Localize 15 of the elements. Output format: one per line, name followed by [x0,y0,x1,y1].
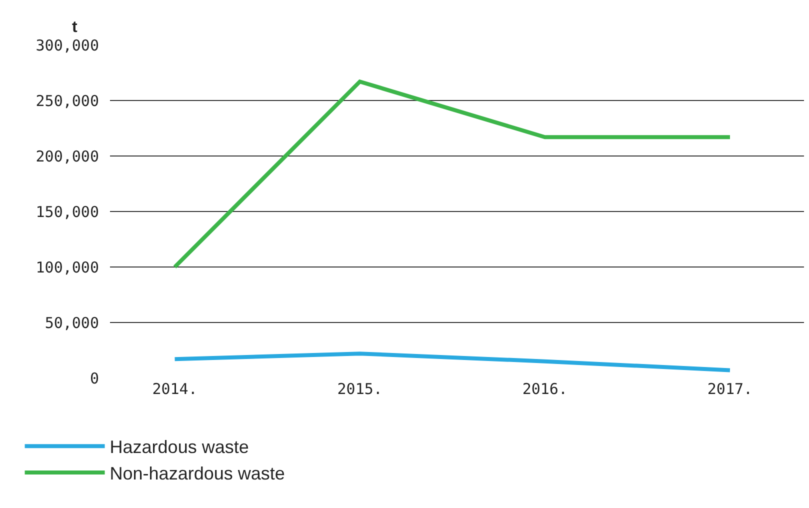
x-tick-label: 2015. [337,380,382,398]
y-tick-label: 0 [90,369,99,388]
y-tick-label: 200,000 [36,147,99,166]
x-tick-label: 2014. [152,380,198,398]
y-tick-label: 100,000 [36,258,99,276]
y-tick-label: 300,000 [36,36,99,54]
y-axis-title: t [72,19,78,36]
legend-label: Hazardous waste [110,437,249,458]
y-tick-label: 250,000 [36,92,99,110]
line-series [172,352,732,372]
x-tick-label: 2017. [707,380,753,398]
y-tick-label: 50,000 [44,314,99,332]
y-tick-label: 150,000 [36,202,99,221]
legend-label: Non-hazardous waste [110,464,285,484]
x-tick-label: 2016. [522,380,568,398]
